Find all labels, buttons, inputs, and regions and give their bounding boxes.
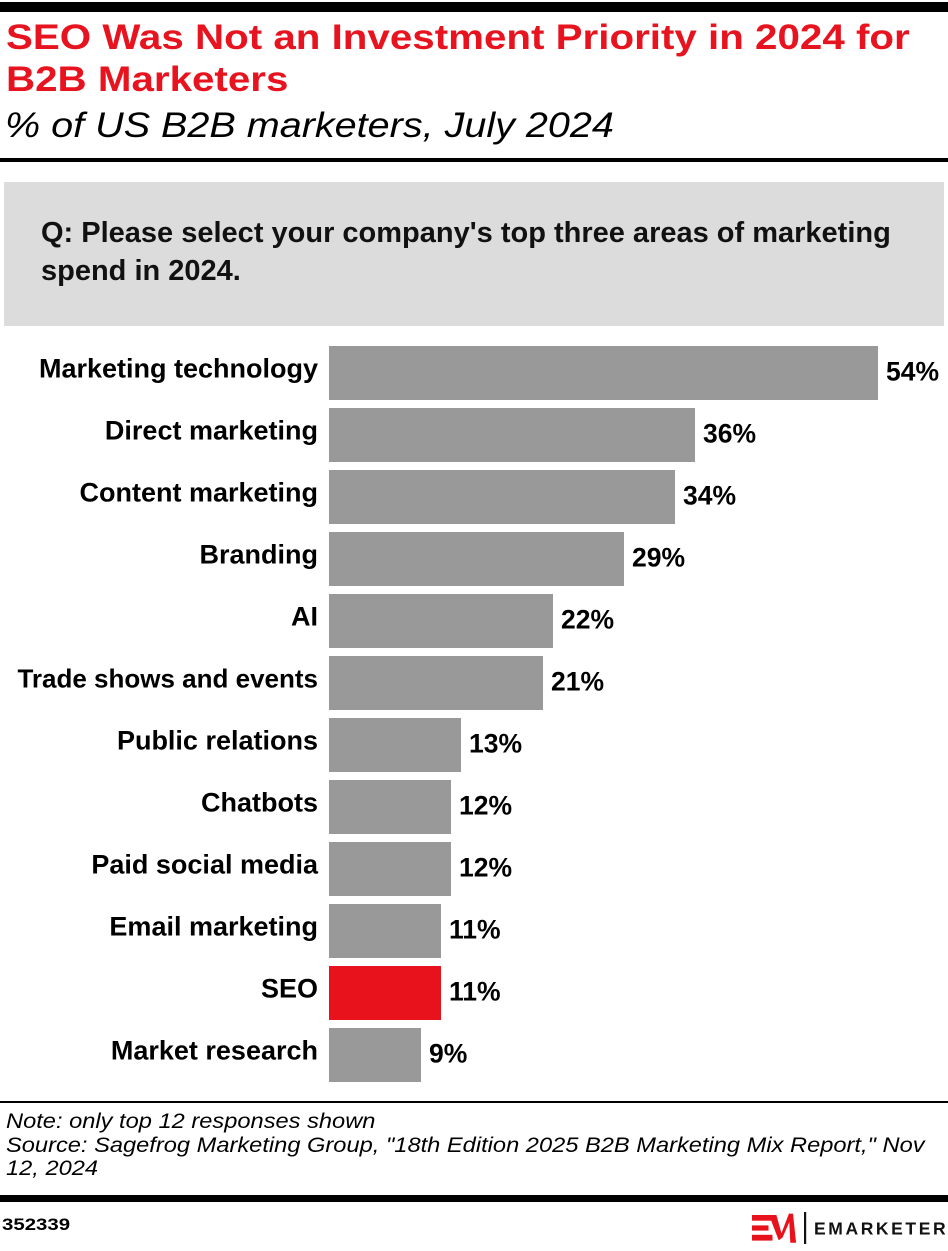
svg-text:EMARKETER: EMARKETER xyxy=(814,1219,948,1239)
